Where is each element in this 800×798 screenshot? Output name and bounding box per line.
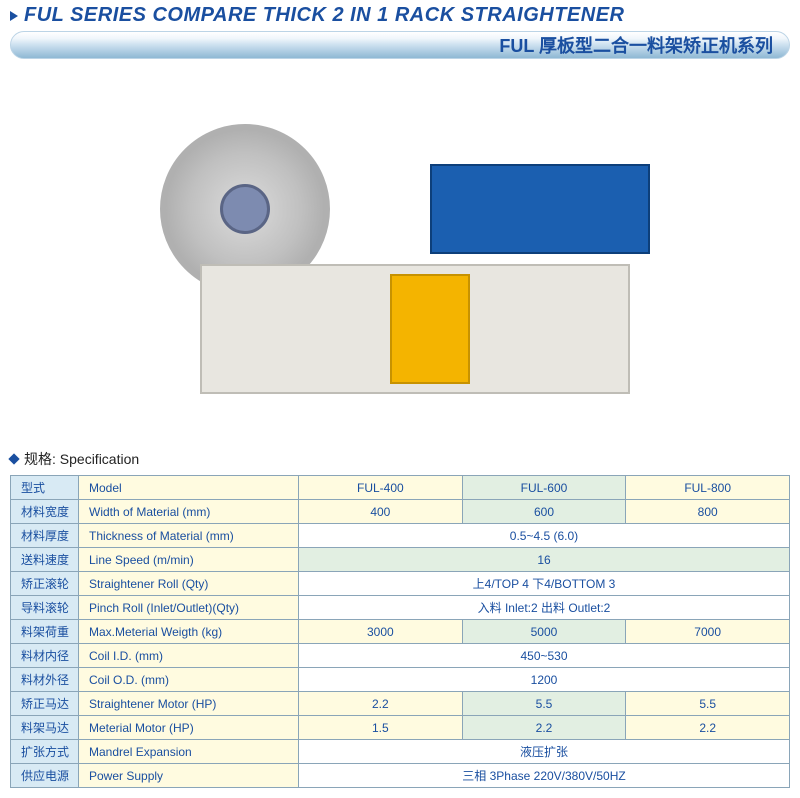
row-value: FUL-800 bbox=[626, 476, 790, 500]
row-label-cn: 矫正滚轮 bbox=[11, 572, 79, 596]
row-value: 3000 bbox=[299, 620, 463, 644]
row-label-cn: 料架马达 bbox=[11, 716, 79, 740]
table-row: 材料宽度Width of Material (mm)400600800 bbox=[11, 500, 790, 524]
row-value: 2.2 bbox=[462, 716, 626, 740]
row-label-cn: 矫正马达 bbox=[11, 692, 79, 716]
row-label-en: Pinch Roll (Inlet/Outlet)(Qty) bbox=[79, 596, 299, 620]
table-row: 型式ModelFUL-400FUL-600FUL-800 bbox=[11, 476, 790, 500]
page-title-en: FUL SERIES COMPARE THICK 2 IN 1 RACK STR… bbox=[24, 4, 624, 27]
table-row: 材料厚度Thickness of Material (mm)0.5~4.5 (6… bbox=[11, 524, 790, 548]
row-value: 5.5 bbox=[626, 692, 790, 716]
row-label-cn: 料架荷重 bbox=[11, 620, 79, 644]
row-value: 400 bbox=[299, 500, 463, 524]
row-label-cn: 料材内径 bbox=[11, 644, 79, 668]
row-label-en: Mandrel Expansion bbox=[79, 740, 299, 764]
row-value: 1.5 bbox=[299, 716, 463, 740]
row-value: 450~530 bbox=[299, 644, 790, 668]
machine-coil-hub bbox=[220, 184, 270, 234]
row-label-cn: 型式 bbox=[11, 476, 79, 500]
table-row: 导料滚轮Pinch Roll (Inlet/Outlet)(Qty)入料 Inl… bbox=[11, 596, 790, 620]
machine-illustration bbox=[120, 94, 680, 414]
spec-heading: 规格: Specification bbox=[10, 449, 790, 469]
row-label-cn: 材料宽度 bbox=[11, 500, 79, 524]
page-title-cn: FUL 厚板型二合一料架矫正机系列 bbox=[499, 32, 773, 58]
spec-section: 规格: Specification 型式ModelFUL-400FUL-600F… bbox=[0, 449, 800, 798]
row-value: 5000 bbox=[462, 620, 626, 644]
machine-straightener-head bbox=[430, 164, 650, 254]
row-label-cn: 送料速度 bbox=[11, 548, 79, 572]
product-photo bbox=[0, 59, 800, 449]
table-row: 矫正马达Straightener Motor (HP)2.25.55.5 bbox=[11, 692, 790, 716]
row-value: 16 bbox=[299, 548, 790, 572]
row-value: FUL-600 bbox=[462, 476, 626, 500]
row-value: 上4/TOP 4 下4/BOTTOM 3 bbox=[299, 572, 790, 596]
row-value: 2.2 bbox=[299, 692, 463, 716]
row-value: 液压扩张 bbox=[299, 740, 790, 764]
row-value: 7000 bbox=[626, 620, 790, 644]
row-label-en: Meterial Motor (HP) bbox=[79, 716, 299, 740]
diamond-icon bbox=[8, 453, 19, 464]
row-value: 600 bbox=[462, 500, 626, 524]
table-row: 送料速度Line Speed (m/min)16 bbox=[11, 548, 790, 572]
row-value: 0.5~4.5 (6.0) bbox=[299, 524, 790, 548]
row-value: 800 bbox=[626, 500, 790, 524]
row-value: 2.2 bbox=[626, 716, 790, 740]
row-value: FUL-400 bbox=[299, 476, 463, 500]
row-label-en: Straightener Motor (HP) bbox=[79, 692, 299, 716]
table-row: 料材外径Coil O.D. (mm)1200 bbox=[11, 668, 790, 692]
row-label-en: Coil O.D. (mm) bbox=[79, 668, 299, 692]
subtitle-bar: FUL 厚板型二合一料架矫正机系列 bbox=[10, 31, 790, 59]
title-row: FUL SERIES COMPARE THICK 2 IN 1 RACK STR… bbox=[10, 4, 790, 27]
row-value: 1200 bbox=[299, 668, 790, 692]
spec-heading-label: 规格: Specification bbox=[24, 449, 139, 469]
row-label-en: Max.Meterial Weigth (kg) bbox=[79, 620, 299, 644]
row-label-en: Thickness of Material (mm) bbox=[79, 524, 299, 548]
machine-control-box bbox=[390, 274, 470, 384]
spec-table: 型式ModelFUL-400FUL-600FUL-800材料宽度Width of… bbox=[10, 475, 790, 788]
row-value: 5.5 bbox=[462, 692, 626, 716]
title-bullet-icon bbox=[10, 11, 18, 21]
row-label-en: Width of Material (mm) bbox=[79, 500, 299, 524]
row-label-en: Line Speed (m/min) bbox=[79, 548, 299, 572]
row-label-en: Model bbox=[79, 476, 299, 500]
table-row: 扩张方式Mandrel Expansion液压扩张 bbox=[11, 740, 790, 764]
table-row: 料架马达Meterial Motor (HP)1.52.22.2 bbox=[11, 716, 790, 740]
table-row: 料架荷重Max.Meterial Weigth (kg)300050007000 bbox=[11, 620, 790, 644]
table-row: 料材内径Coil I.D. (mm)450~530 bbox=[11, 644, 790, 668]
row-label-en: Coil I.D. (mm) bbox=[79, 644, 299, 668]
row-label-cn: 导料滚轮 bbox=[11, 596, 79, 620]
row-value: 入料 Inlet:2 出料 Outlet:2 bbox=[299, 596, 790, 620]
row-label-en: Straightener Roll (Qty) bbox=[79, 572, 299, 596]
table-row: 矫正滚轮Straightener Roll (Qty)上4/TOP 4 下4/B… bbox=[11, 572, 790, 596]
row-label-cn: 料材外径 bbox=[11, 668, 79, 692]
row-label-cn: 扩张方式 bbox=[11, 740, 79, 764]
header: FUL SERIES COMPARE THICK 2 IN 1 RACK STR… bbox=[0, 0, 800, 59]
row-label-cn: 材料厚度 bbox=[11, 524, 79, 548]
